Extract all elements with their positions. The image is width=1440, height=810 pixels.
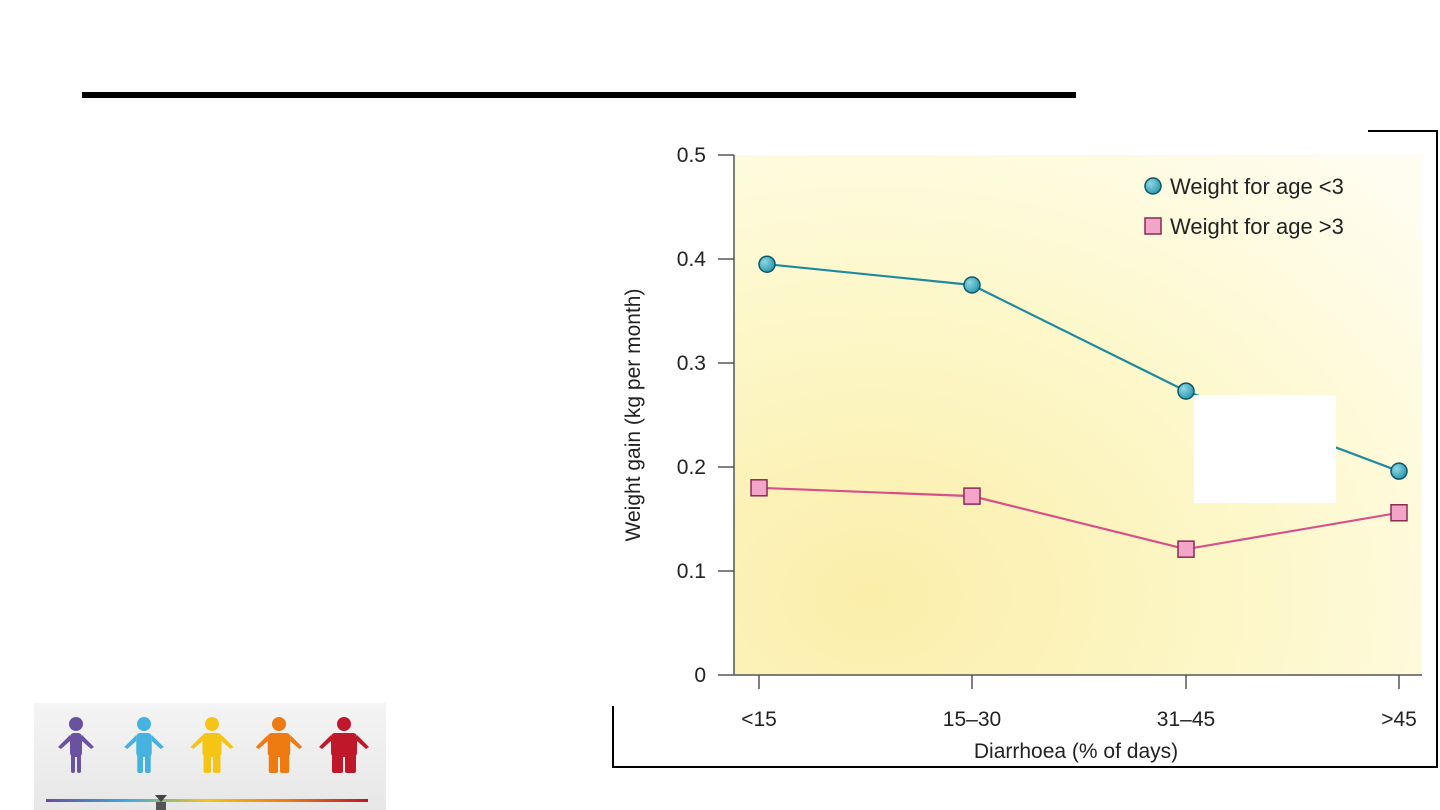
legend-marker-circle [1144, 177, 1162, 195]
scale-pointer-stem [156, 802, 166, 810]
x-tick-label: <15 [741, 708, 777, 731]
title-underline [82, 92, 1076, 98]
x-tick-label: 15–30 [943, 708, 1001, 731]
person-icon [255, 717, 303, 773]
y-tick-label: 0.3 [677, 352, 706, 375]
data-point [758, 255, 776, 273]
y-tick-label: 0.2 [677, 456, 706, 479]
x-axis-label: Diarrhoea (% of days) [974, 740, 1178, 763]
person-icon [319, 717, 369, 773]
y-tick-label: 0.4 [677, 248, 707, 271]
chart-frame-left [612, 706, 614, 768]
size-scale-bar [46, 799, 368, 802]
data-point [1177, 540, 1195, 558]
x-tick-label: 31–45 [1157, 708, 1215, 731]
data-point [963, 276, 981, 294]
data-point [963, 487, 981, 505]
y-tick-label: 0.5 [677, 144, 706, 167]
legend-label: Weight for age <3 [1170, 174, 1344, 199]
legend-label: Weight for age >3 [1170, 214, 1344, 239]
person-icon [124, 717, 164, 773]
chart-frame-top [1368, 130, 1438, 132]
legend-marker-square [1144, 217, 1162, 235]
person-icon [190, 717, 234, 773]
x-tick-label: >45 [1381, 708, 1417, 731]
data-point [750, 479, 768, 497]
data-point [1177, 382, 1195, 400]
y-axis-label: Weight gain (kg per month) [622, 289, 645, 542]
data-point [1390, 504, 1408, 522]
y-tick-label: 0.1 [677, 560, 706, 583]
scale-pointer-icon [155, 795, 167, 802]
data-point [1390, 462, 1408, 480]
series-line [758, 486, 1400, 551]
person-icon [58, 717, 94, 773]
body-size-illustration [34, 703, 386, 810]
chart-frame [612, 130, 1438, 768]
blank-overlay [1194, 395, 1336, 503]
y-tick-label: 0 [694, 664, 706, 687]
